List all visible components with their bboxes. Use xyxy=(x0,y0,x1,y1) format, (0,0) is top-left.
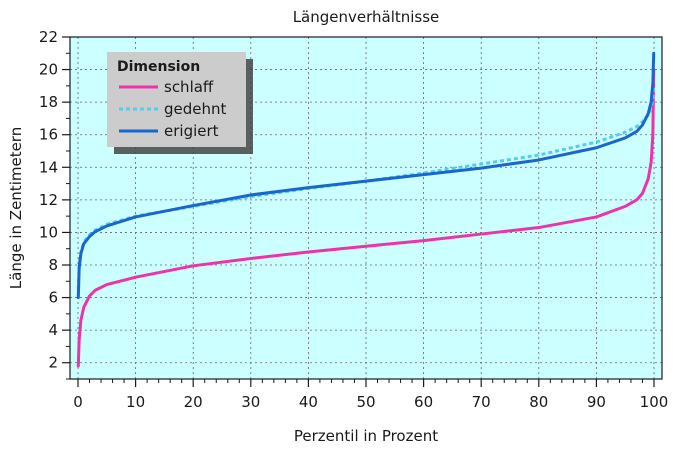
legend-label-gedehnt: gedehnt xyxy=(164,100,227,118)
x-tick-label: 40 xyxy=(299,393,318,411)
x-tick-label: 80 xyxy=(529,393,548,411)
x-tick-label: 50 xyxy=(356,393,375,411)
y-tick-label: 4 xyxy=(48,321,58,339)
y-tick-label: 14 xyxy=(39,158,58,176)
x-tick-label: 20 xyxy=(184,393,203,411)
y-tick-label: 8 xyxy=(48,256,58,274)
y-tick-label: 12 xyxy=(39,191,58,209)
x-tick-label: 0 xyxy=(73,393,83,411)
legend: Dimension schlaff gedehnt erigiert xyxy=(107,52,253,154)
y-tick-label: 20 xyxy=(39,61,58,79)
x-axis-title: Perzentil in Prozent xyxy=(294,427,438,445)
y-axis-title: Länge in Zentimetern xyxy=(7,127,25,289)
chart-title: Längenverhältnisse xyxy=(293,8,440,26)
legend-items: schlaff gedehnt erigiert xyxy=(119,78,227,140)
y-tick-label: 10 xyxy=(39,223,58,241)
legend-label-schlaff: schlaff xyxy=(164,78,214,96)
y-tick-label: 2 xyxy=(48,354,58,372)
axes: 0 10 20 30 40 50 60 70 80 90 100 2 4 6 8 10 12 14 16 18 20 22 xyxy=(39,28,668,411)
x-tick-label: 30 xyxy=(241,393,260,411)
x-tick-label: 10 xyxy=(126,393,145,411)
legend-label-erigiert: erigiert xyxy=(164,122,219,140)
legend-title: Dimension xyxy=(117,59,200,75)
y-tick-label: 22 xyxy=(39,28,58,46)
x-tick-label: 60 xyxy=(414,393,433,411)
series-line-schlaff xyxy=(76,68,656,368)
series-layer xyxy=(76,51,656,368)
y-tick-label: 16 xyxy=(39,126,58,144)
y-tick-label: 6 xyxy=(48,289,58,307)
x-tick-label: 70 xyxy=(472,393,491,411)
x-tick-label: 90 xyxy=(587,393,606,411)
y-tick-label: 18 xyxy=(39,93,58,111)
x-tick-label: 100 xyxy=(640,393,669,411)
series-line-erigiert xyxy=(76,51,656,300)
